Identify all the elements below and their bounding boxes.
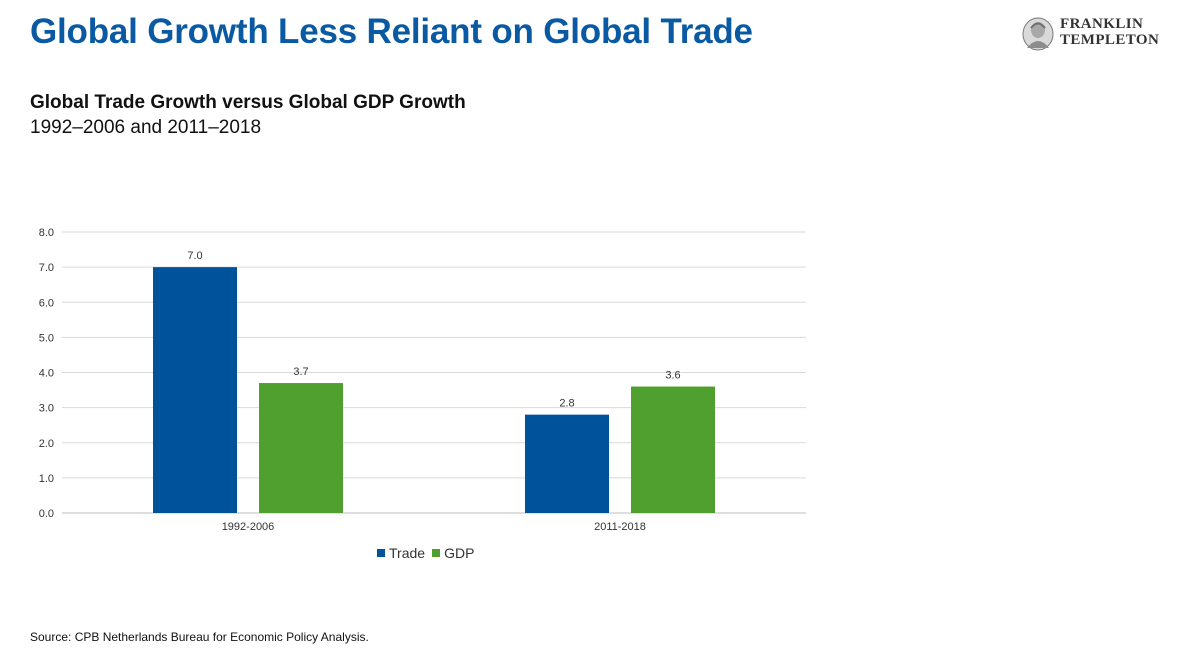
chart-title: Global Trade Growth versus Global GDP Gr… — [30, 92, 466, 113]
y-tick-label: 7.0 — [39, 262, 54, 274]
legend-item-gdp: GDP — [432, 545, 474, 561]
data-label: 3.6 — [665, 370, 680, 382]
y-tick-label: 3.0 — [39, 403, 54, 415]
chart-subtitle: 1992–2006 and 2011–2018 — [30, 117, 262, 138]
y-tick-label: 2.0 — [39, 438, 54, 450]
data-label: 7.0 — [187, 250, 202, 262]
bar-gdp — [631, 386, 715, 513]
bar-gdp — [259, 383, 343, 513]
y-tick-label: 6.0 — [39, 297, 54, 309]
bar-trade — [153, 267, 237, 513]
franklin-portrait-icon — [1022, 17, 1054, 51]
y-tick-label: 8.0 — [39, 227, 54, 239]
x-tick-label: 2011-2018 — [594, 521, 646, 533]
legend-label-gdp: GDP — [444, 545, 475, 561]
data-label: 2.8 — [559, 398, 574, 410]
franklin-templeton-logo: FRANKLIN TEMPLETON — [1020, 16, 1170, 52]
logo-line-1: FRANKLIN — [1060, 16, 1144, 32]
legend-swatch-trade — [377, 549, 385, 557]
page-title: Global Growth Less Reliant on Global Tra… — [30, 12, 753, 51]
y-tick-label: 0.0 — [39, 508, 54, 520]
legend-swatch-gdp — [432, 549, 441, 557]
source-note: Source: CPB Netherlands Bureau for Econo… — [30, 630, 369, 644]
y-tick-label: 1.0 — [39, 473, 54, 485]
x-tick-label: 1992-2006 — [222, 521, 275, 533]
logo-line-2: TEMPLETON — [1060, 31, 1160, 48]
bar-trade — [525, 414, 609, 513]
y-tick-label: 4.0 — [39, 368, 54, 380]
legend-label-trade: Trade — [389, 545, 426, 561]
chart-legend: Trade GDP — [377, 545, 481, 561]
data-label: 3.7 — [293, 366, 308, 378]
legend-item-trade: Trade — [377, 545, 425, 561]
y-tick-label: 5.0 — [39, 332, 54, 344]
